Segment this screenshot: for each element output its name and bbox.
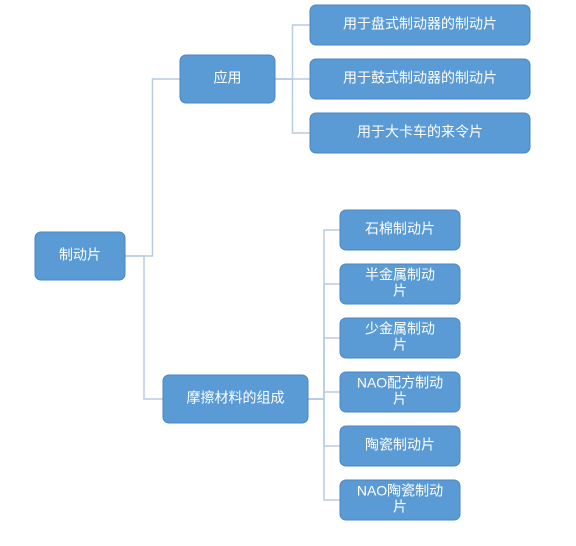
node-label-mat1: 石棉制动片 (365, 221, 435, 237)
node-mat5: 陶瓷制动片 (340, 426, 460, 466)
node-label-mat6-line0: NAO陶瓷制动 (357, 483, 443, 499)
node-root: 制动片 (35, 232, 125, 280)
node-label-mat4-line1: 片 (393, 391, 407, 407)
node-mat3: 少金属制动片 (340, 318, 460, 358)
edge-app-app1 (275, 25, 310, 79)
node-app: 应用 (180, 55, 275, 103)
node-mat6: NAO陶瓷制动片 (340, 480, 460, 520)
edge-root-mat (125, 256, 163, 399)
edge-app-app3 (275, 79, 310, 133)
node-label-mat2-line0: 半金属制动 (365, 267, 435, 283)
node-app2: 用于鼓式制动器的制动片 (310, 59, 530, 99)
node-label-mat6-line1: 片 (393, 499, 407, 515)
edge-mat-mat6 (308, 399, 340, 500)
node-label-mat2-line1: 片 (393, 283, 407, 299)
node-label-mat3-line1: 片 (393, 337, 407, 353)
node-mat1: 石棉制动片 (340, 210, 460, 250)
edge-mat-mat4 (308, 392, 340, 399)
node-mat2: 半金属制动片 (340, 264, 460, 304)
node-mat4: NAO配方制动片 (340, 372, 460, 412)
node-label-mat4-line0: NAO配方制动 (357, 375, 443, 391)
node-label-app: 应用 (214, 70, 242, 86)
node-label-mat: 摩擦材料的组成 (187, 390, 285, 406)
node-label-app1: 用于盘式制动器的制动片 (343, 16, 497, 32)
node-app3: 用于大卡车的来令片 (310, 113, 530, 153)
node-label-mat3-line0: 少金属制动 (365, 321, 435, 337)
node-label-app3: 用于大卡车的来令片 (357, 124, 483, 140)
edge-mat-mat3 (308, 338, 340, 399)
node-mat: 摩擦材料的组成 (163, 375, 308, 423)
tree-diagram: 制动片 应用 用于盘式制动器的制动片用于鼓式制动器的制动片用于大卡车的来令片摩擦材料… (0, 0, 576, 546)
node-app1: 用于盘式制动器的制动片 (310, 5, 530, 45)
node-label-mat5: 陶瓷制动片 (365, 437, 435, 453)
node-label-root: 制动片 (59, 247, 101, 263)
node-label-app2: 用于鼓式制动器的制动片 (343, 70, 497, 86)
edge-root-app (125, 79, 180, 256)
